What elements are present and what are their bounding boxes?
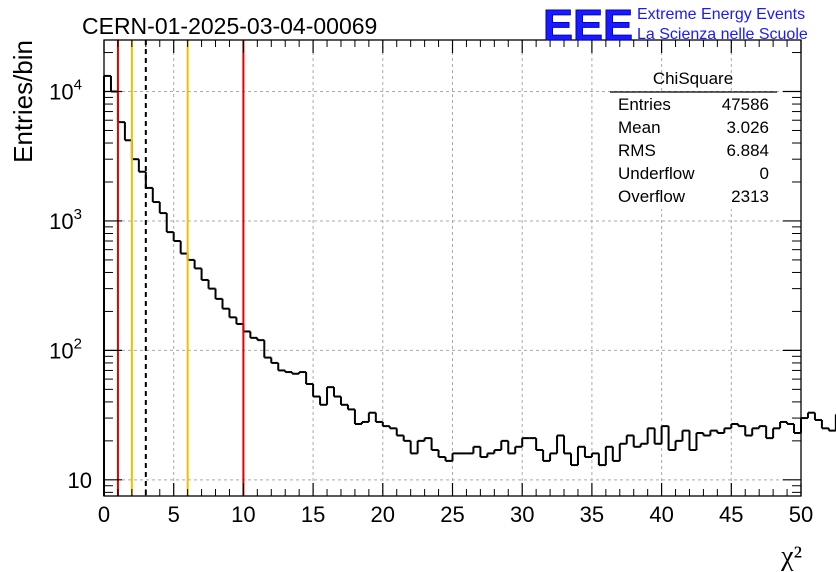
logo-line-1: Extreme Energy Events [637, 6, 805, 23]
x-tick-label: 30 [510, 502, 534, 527]
x-tick-label: 20 [371, 502, 395, 527]
x-tick-label: 10 [231, 502, 255, 527]
eee-logo-mark: EEE [543, 1, 633, 50]
x-tick-label: 35 [580, 502, 604, 527]
x-tick-label: 0 [98, 502, 110, 527]
plot-frame [103, 39, 802, 497]
y-tick-label: 10 [68, 468, 92, 493]
stats-row-label: Overflow [618, 187, 686, 206]
stats-row-label: RMS [618, 141, 656, 160]
x-tick-label: 50 [789, 502, 813, 527]
x-axis-label: χ² [780, 541, 802, 572]
chart-title: CERN-01-2025-03-04-00069 [82, 13, 377, 39]
logo-line-2: La Scienza nelle Scuole [637, 26, 808, 43]
axis-ticks: 0 5 10 15 20 25 30 35 40 45 50 10 102 103 104 [49, 40, 813, 527]
stats-box-background [608, 93, 778, 209]
x-tick-label: 15 [301, 502, 325, 527]
stats-row-label: Mean [618, 118, 661, 137]
stats-box-title: ChiSquare [653, 69, 733, 88]
x-tick-label: 25 [440, 502, 464, 527]
stats-box: ChiSquare Entries 47586 Mean 3.026 RMS 6.884 U… [608, 69, 778, 209]
y-tick-label: 104 [49, 77, 82, 105]
x-tick-label: 45 [719, 502, 743, 527]
x-tick-label: 5 [168, 502, 180, 527]
y-axis-label: Entries/bin [8, 40, 38, 163]
stats-row-value: 0 [760, 164, 769, 183]
x-tick-label: 40 [649, 502, 673, 527]
stats-row-value: 3.026 [726, 118, 769, 137]
stats-row-value: 2313 [731, 187, 769, 206]
eee-logo: EEE Extreme Energy Events La Scienza nel… [543, 1, 808, 51]
y-tick-label: 103 [49, 206, 82, 234]
stats-row-value: 6.884 [726, 141, 769, 160]
stats-row-value: 47586 [722, 95, 769, 114]
stats-row-label: Entries [618, 95, 671, 114]
y-tick-label: 102 [49, 335, 82, 363]
stats-row-label: Underflow [618, 164, 695, 183]
threshold-lines [116, 40, 245, 496]
